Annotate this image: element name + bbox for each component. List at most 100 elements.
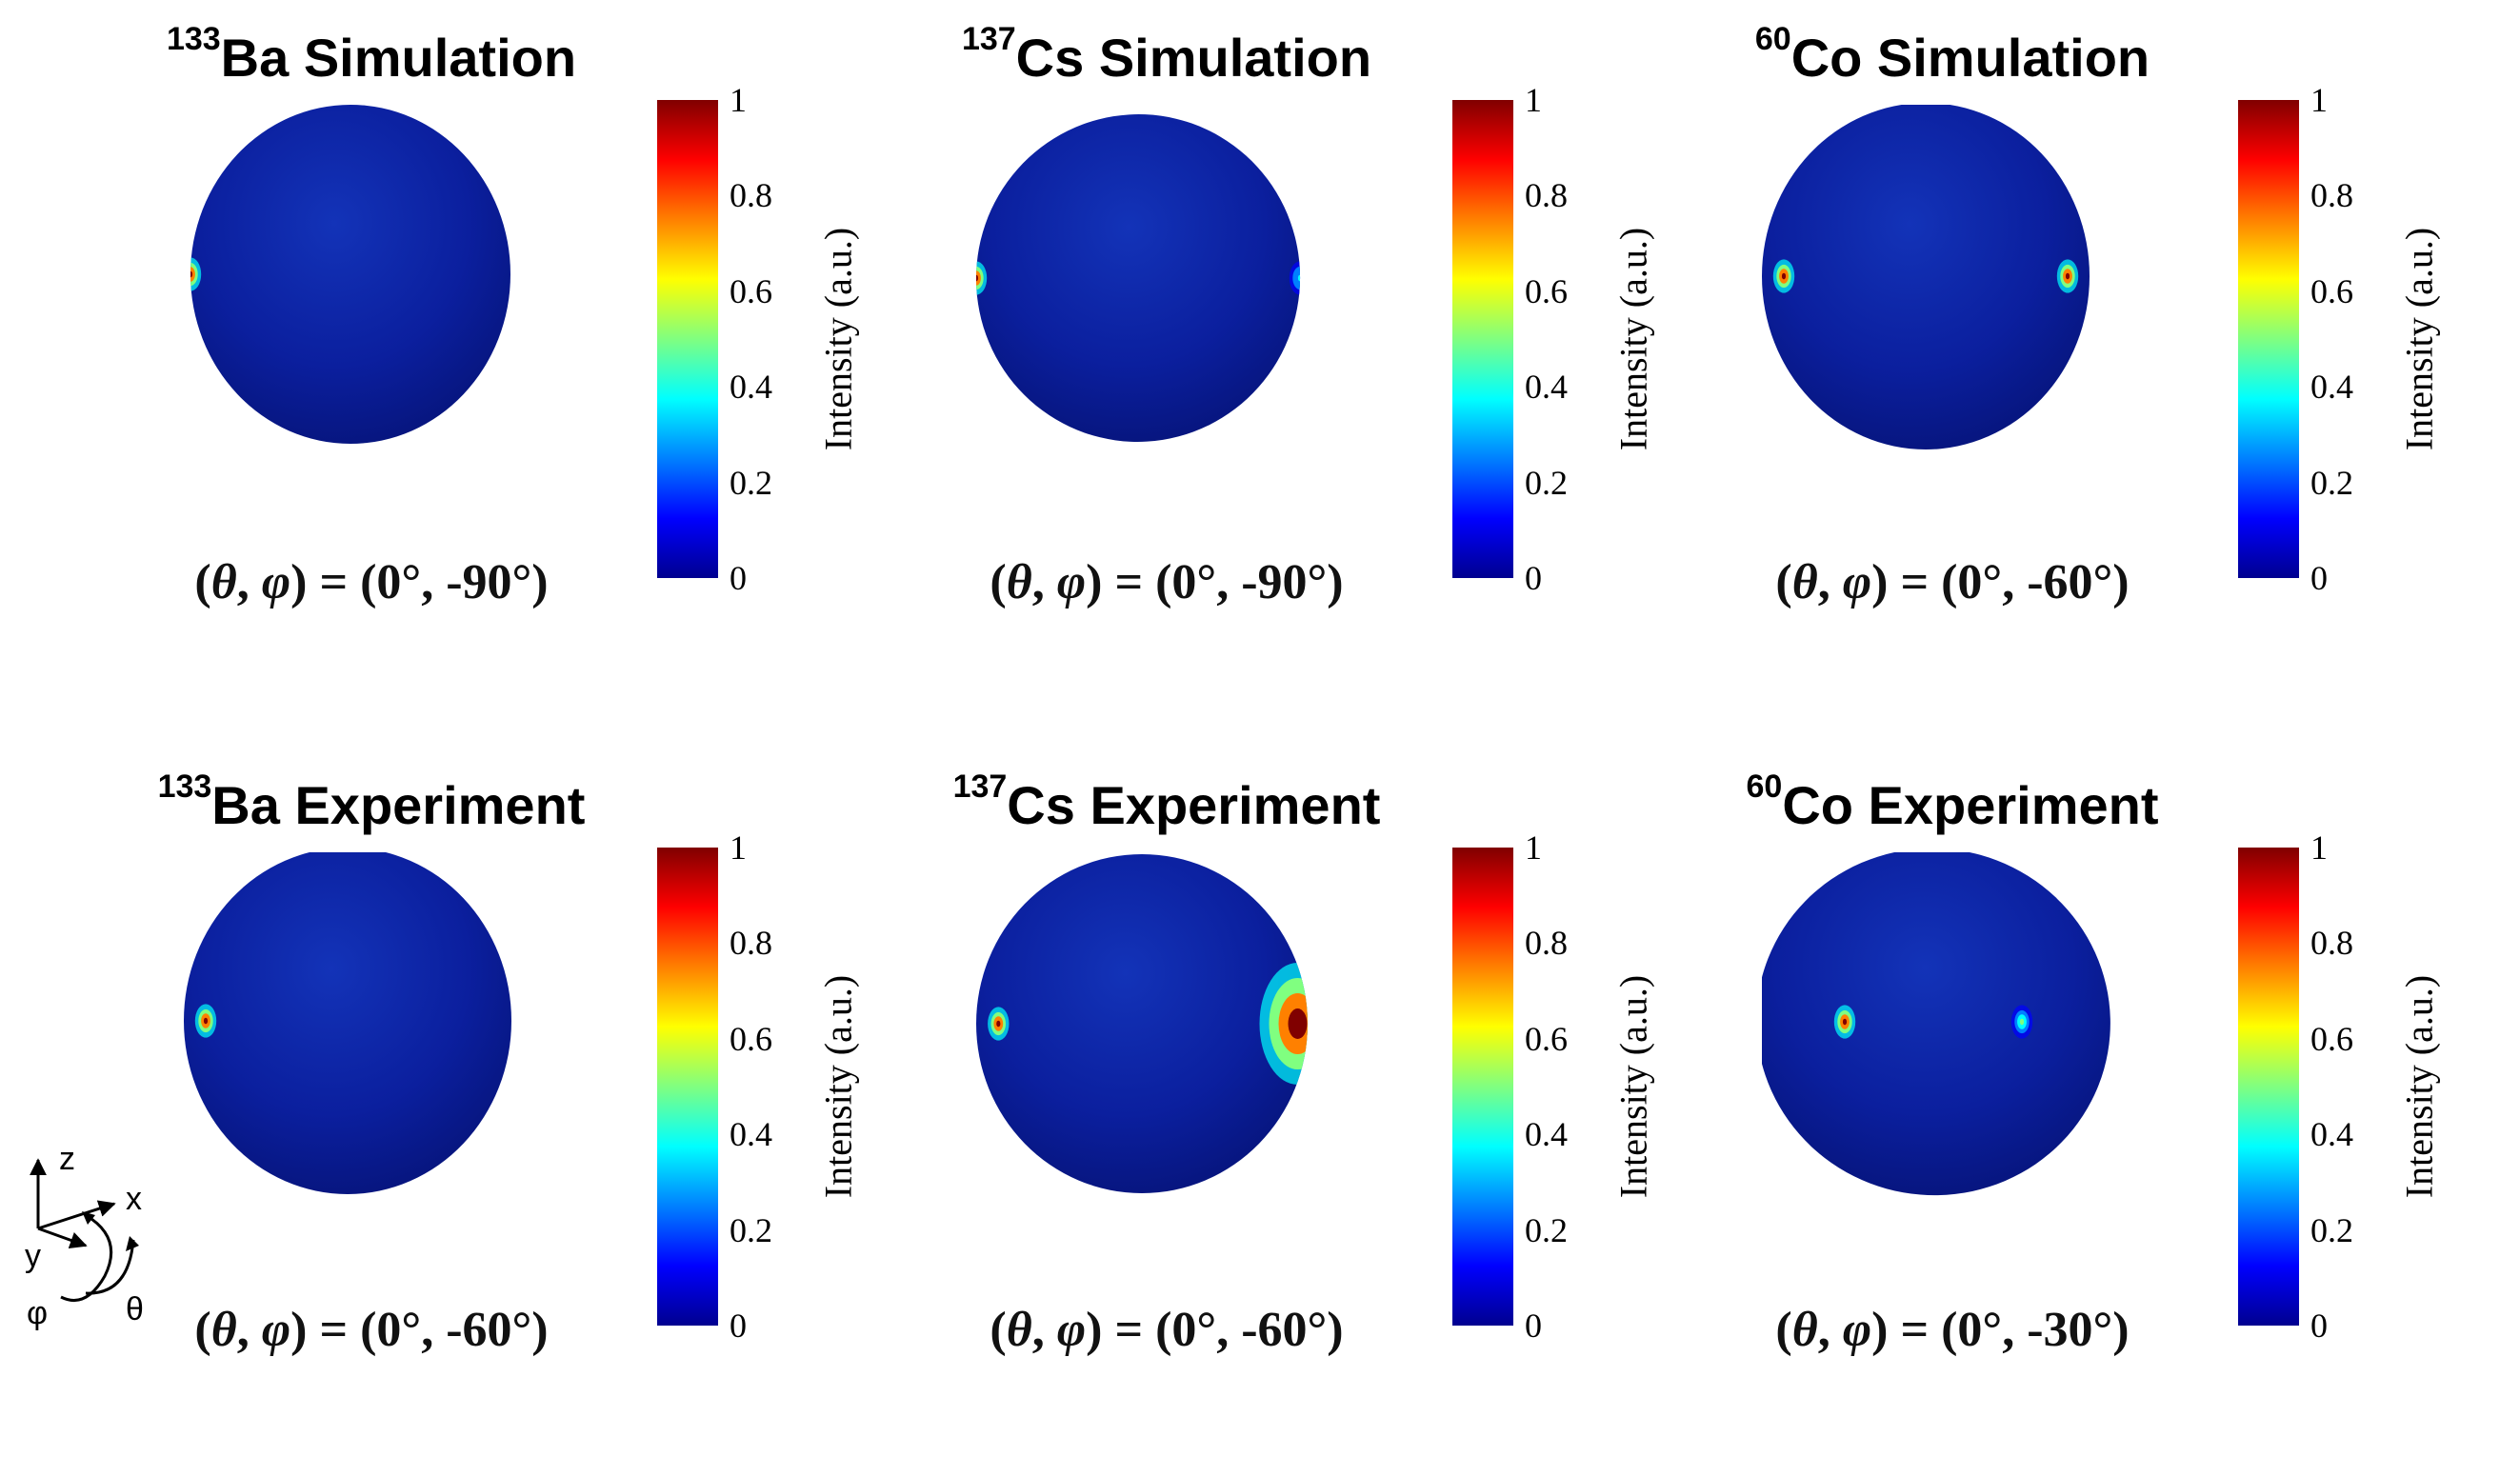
- hotspot-1: [194, 1004, 217, 1038]
- colorbar-tick-label: 1: [730, 81, 747, 119]
- sphere-surface: [1762, 105, 2090, 449]
- colorbar-tick-label: 0.4: [1525, 368, 1568, 407]
- colorbar-tick-label: 0: [2310, 1307, 2328, 1345]
- orientation-angle-cs-simulation: (θ, φ) = (0°, -90°): [990, 555, 1344, 609]
- colorbar-tick-label: 0: [2310, 559, 2328, 597]
- orientation-angle-cs-experiment: (θ, φ) = (0°, -60°): [990, 1303, 1344, 1357]
- sphere-surface: [976, 114, 1301, 442]
- colorbar-tick-label: 1: [2310, 828, 2328, 867]
- colorbar-axis-label: Intensity (a.u.): [816, 227, 860, 451]
- phi-label: φ: [27, 1295, 48, 1331]
- heatmap-panel-ba-experiment: 133Ba Experiment (θ, φ) = (0°, -60°) 0 0.2 0…: [67, 748, 905, 1457]
- heatmap-panel-ba-simulation: 133Ba Simulation (θ, φ) = (0°, -90°) 0 0.2 0…: [67, 0, 905, 709]
- colorbar-tick-label: 0.2: [1525, 1210, 1568, 1249]
- orientation-angle-co-simulation: (θ, φ) = (0°, -60°): [1775, 555, 2130, 609]
- sphere-surface: [976, 854, 1308, 1193]
- hotspot-2: [1289, 261, 1311, 295]
- sphere-heatmap-ba-simulation: [190, 105, 510, 444]
- chart-title-cs-experiment: 137Cs Experiment: [862, 768, 1471, 836]
- hotspot-2: [2056, 259, 2079, 293]
- isotope-mass-number: 137: [961, 21, 1016, 57]
- colorbar-tick-label: 0.8: [2310, 176, 2353, 215]
- phi-symbol: φ: [1056, 555, 1087, 609]
- colorbar-co-experiment: [2238, 848, 2299, 1326]
- colorbar-axis-label: Intensity (a.u.): [2397, 227, 2441, 451]
- colorbar-tick-label: 1: [1525, 828, 1542, 867]
- hotspot-1: [988, 1007, 1010, 1041]
- sphere-heatmap-co-experiment: [1762, 852, 2110, 1196]
- orientation-angle-co-experiment: (θ, φ) = (0°, -30°): [1775, 1303, 2130, 1357]
- isotope-mass-number: 60: [1754, 21, 1791, 57]
- colorbar-tick-label: 0.4: [730, 1115, 772, 1154]
- phi-symbol: φ: [261, 1303, 291, 1357]
- angle-value: (0°, -90°): [360, 555, 549, 609]
- phi-symbol: φ: [1842, 555, 1872, 609]
- colorbar-tick-label: 1: [730, 828, 747, 867]
- colorbar-tick-label: 0.6: [2310, 1019, 2353, 1058]
- chart-title-ba-simulation: 133Ba Simulation: [67, 21, 676, 89]
- theta-symbol: θ: [1791, 555, 1818, 609]
- colorbar-tick-label: 0.2: [2310, 463, 2353, 502]
- sphere-heatmap-cs-simulation: [976, 114, 1311, 442]
- hotspot-1: [1772, 259, 1795, 293]
- phi-arrowhead: [82, 1211, 95, 1225]
- sphere-heatmap-cs-experiment: [976, 854, 1308, 1193]
- axes-orientation-key: z x y φ θ: [25, 1141, 144, 1331]
- chart-title-ba-experiment: 133Ba Experiment: [67, 768, 676, 836]
- angle-value: (0°, -60°): [360, 1303, 549, 1357]
- angle-value: (0°, -90°): [1155, 555, 1344, 609]
- heatmap-panel-co-simulation: 60Co Simulation (θ, φ) = (0°, -60°) 0 0.2 0.…: [1648, 0, 2486, 709]
- colorbar-tick-label: 0.6: [2310, 271, 2353, 310]
- chart-title-text: Ba Experiment: [211, 775, 586, 835]
- colorbar-tick-label: 0.8: [2310, 924, 2353, 963]
- angle-value: (0°, -30°): [1941, 1303, 2130, 1357]
- heatmap-panel-co-experiment: 60Co Experiment (θ, φ) = (0°, -30°) 0 0.2 0.…: [1648, 748, 2486, 1457]
- colorbar-tick-label: 0.6: [1525, 1019, 1568, 1058]
- sphere-heatmap-ba-experiment: [184, 852, 511, 1194]
- colorbar-tick-label: 0: [1525, 559, 1542, 597]
- x-axis-label: x: [126, 1181, 142, 1217]
- colorbar-axis-label: Intensity (a.u.): [816, 974, 860, 1199]
- y-axis-label: y: [25, 1238, 41, 1274]
- chart-title-text: Cs Simulation: [1015, 28, 1372, 88]
- colorbar-tick-label: 0.2: [730, 463, 772, 502]
- chart-title-co-experiment: 60Co Experiment: [1648, 768, 2257, 836]
- hotspot-1: [976, 261, 988, 295]
- colorbar-tick-label: 0.2: [730, 1210, 772, 1249]
- phi-symbol: φ: [1056, 1303, 1087, 1357]
- phi-rotation-arc: [60, 1213, 113, 1302]
- hotspot-1: [190, 257, 202, 291]
- hotspot-2: [1259, 963, 1308, 1085]
- hotspot-1: [1833, 1005, 1856, 1039]
- angle-value: (0°, -60°): [1941, 555, 2130, 609]
- colorbar-tick-label: 0.6: [730, 271, 772, 310]
- chart-title-text: Ba Simulation: [220, 28, 577, 88]
- colorbar-cs-simulation: [1452, 100, 1513, 578]
- chart-title-text: Co Experiment: [1782, 775, 2159, 835]
- colorbar-co-simulation: [2238, 100, 2299, 578]
- theta-label: θ: [126, 1291, 144, 1327]
- colorbar-axis-label: Intensity (a.u.): [2397, 974, 2441, 1199]
- colorbar-cs-experiment: [1452, 848, 1513, 1326]
- heatmap-panel-cs-simulation: 137Cs Simulation (θ, φ) = (0°, -90°) 0 0.2 0…: [862, 0, 1700, 709]
- colorbar-tick-label: 0.4: [1525, 1115, 1568, 1154]
- y-axis-arrow: [37, 1227, 88, 1248]
- heatmap-panel-cs-experiment: 137Cs Experiment (θ, φ) = (0°, -60°) 0 0.2 0…: [862, 748, 1700, 1457]
- colorbar-tick-label: 0.4: [2310, 368, 2353, 407]
- colorbar-tick-label: 0.8: [730, 176, 772, 215]
- colorbar-tick-label: 0.8: [730, 924, 772, 963]
- colorbar-tick-label: 0: [1525, 1307, 1542, 1345]
- chart-title-cs-simulation: 137Cs Simulation: [862, 21, 1471, 89]
- colorbar-tick-label: 0.8: [1525, 176, 1568, 215]
- sphere-surface: [1762, 852, 2110, 1196]
- chart-title-co-simulation: 60Co Simulation: [1648, 21, 2257, 89]
- colorbar-tick-label: 0.2: [2310, 1210, 2353, 1249]
- phi-symbol: φ: [261, 555, 291, 609]
- theta-rotation-arc: [85, 1239, 135, 1295]
- colorbar-tick-label: 1: [2310, 81, 2328, 119]
- colorbar-ba-experiment: [657, 848, 718, 1326]
- theta-symbol: θ: [1791, 1303, 1818, 1357]
- hotspot-2: [2010, 1005, 2033, 1039]
- colorbar-tick-label: 0.4: [2310, 1115, 2353, 1154]
- isotope-mass-number: 137: [952, 768, 1008, 805]
